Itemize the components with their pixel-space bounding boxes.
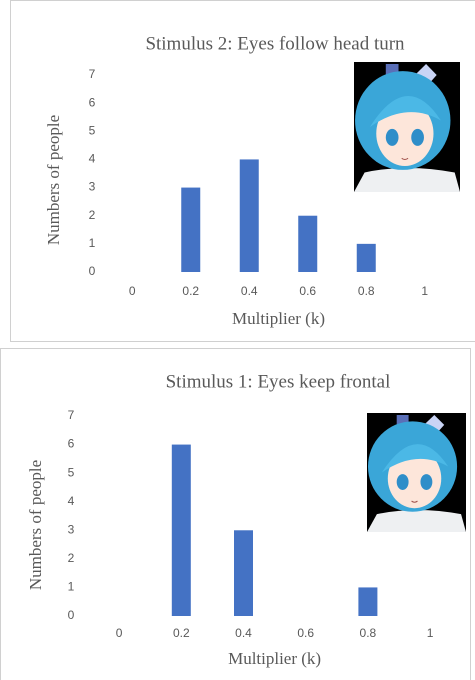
- y-tick-label: 4: [68, 494, 75, 508]
- y-axis-title: Numbers of people: [26, 460, 45, 590]
- eye: [411, 128, 424, 146]
- y-tick-label: 6: [89, 95, 96, 109]
- x-tick-label: 0.6: [297, 626, 314, 640]
- eye: [385, 128, 399, 146]
- x-tick-label: 0.8: [360, 626, 377, 640]
- bar: [239, 159, 259, 272]
- y-tick-label: 7: [89, 67, 96, 81]
- bar: [171, 444, 191, 616]
- y-axis-title: Numbers of people: [44, 115, 63, 245]
- portrait: [367, 413, 466, 532]
- y-tick-label: 5: [68, 465, 75, 479]
- bar: [234, 530, 253, 616]
- y-tick-label: 1: [89, 236, 96, 250]
- x-tick-label: 0.2: [182, 284, 199, 298]
- y-tick-label: 4: [89, 152, 96, 166]
- y-tick-label: 3: [89, 180, 96, 194]
- y-tick-label: 0: [89, 264, 96, 278]
- y-tick-label: 2: [68, 551, 75, 565]
- face: [376, 101, 434, 166]
- x-tick-label: 0: [129, 284, 136, 298]
- chart-title: Stimulus 1: Eyes keep frontal: [166, 371, 391, 392]
- bangs: [381, 444, 449, 473]
- bar: [181, 187, 201, 272]
- y-tick-label: 5: [89, 123, 96, 137]
- y-tick-label: 6: [68, 437, 75, 451]
- y-tick-label: 3: [68, 522, 75, 536]
- x-tick-label: 0: [116, 626, 123, 640]
- x-axis-title: Multiplier (k): [228, 649, 321, 668]
- x-tick-label: 0.6: [299, 284, 316, 298]
- x-tick-label: 0.2: [173, 626, 190, 640]
- x-tick-label: 0.4: [241, 284, 258, 298]
- face: [387, 448, 442, 509]
- x-tick-label: 0.4: [235, 626, 252, 640]
- eye: [396, 474, 409, 490]
- y-tick-label: 0: [68, 608, 75, 622]
- portrait: [354, 62, 460, 192]
- y-tick-label: 7: [68, 408, 75, 422]
- bar: [356, 243, 376, 272]
- y-tick-label: 2: [89, 208, 96, 222]
- y-tick-label: 1: [68, 580, 75, 594]
- shoulders: [367, 509, 466, 532]
- mouth: [411, 500, 418, 503]
- x-tick-label: 1: [427, 626, 434, 640]
- mouth: [401, 157, 409, 160]
- chart-title: Stimulus 2: Eyes follow head turn: [145, 33, 405, 54]
- eye: [420, 474, 433, 490]
- x-tick-label: 1: [421, 284, 428, 298]
- bar: [358, 587, 378, 616]
- x-axis-title: Multiplier (k): [232, 309, 325, 328]
- x-tick-label: 0.8: [358, 284, 375, 298]
- bangs: [369, 96, 441, 127]
- bar: [298, 215, 318, 272]
- shoulders: [354, 167, 460, 192]
